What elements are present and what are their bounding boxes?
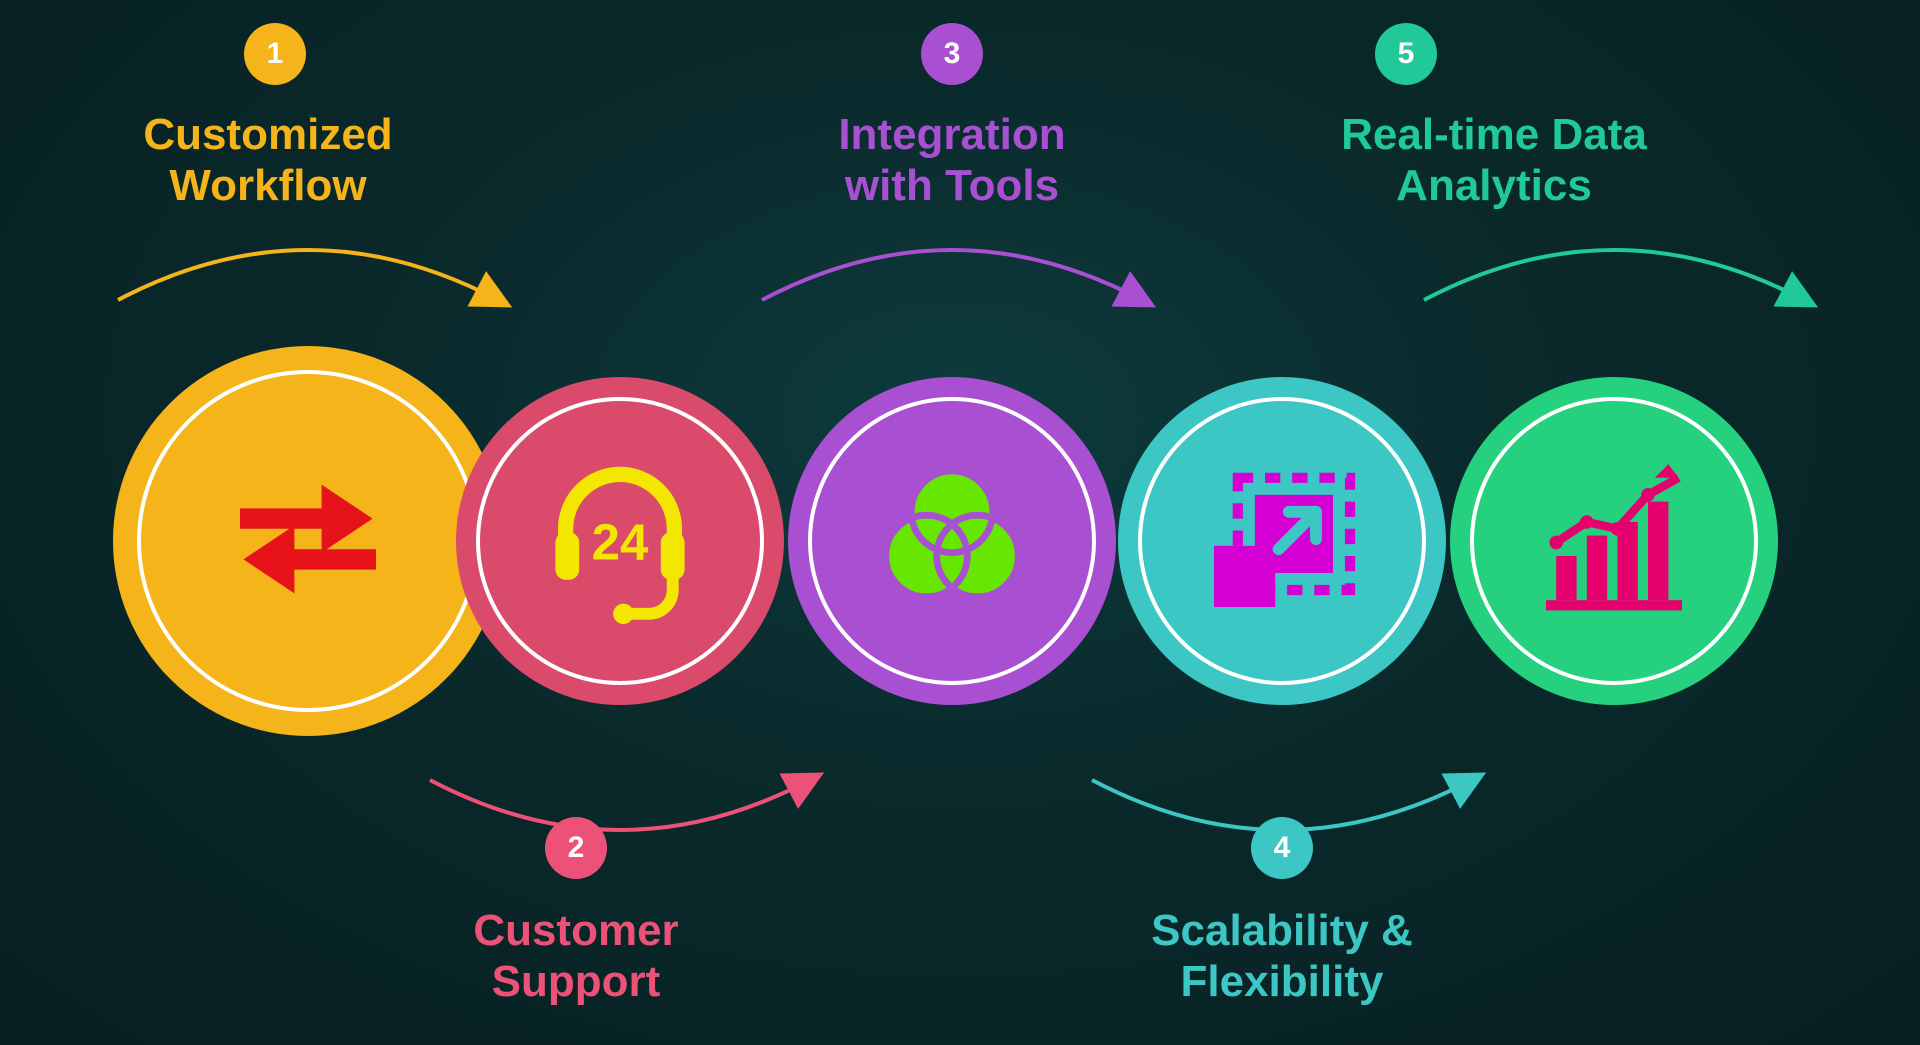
step-circle-3 xyxy=(788,377,1116,705)
step-badge-number: 2 xyxy=(568,831,585,865)
step-title-1: Customized Workflow xyxy=(58,110,478,211)
connector-arrow-5 xyxy=(1424,250,1804,300)
step-badge-1: 1 xyxy=(244,23,306,85)
step-title-3: Integration with Tools xyxy=(742,110,1162,211)
step-inner-ring-4 xyxy=(1138,397,1426,685)
step-badge-number: 4 xyxy=(1274,831,1291,865)
step-title-5: Real-time Data Analytics xyxy=(1234,110,1754,211)
step-inner-ring-5 xyxy=(1470,397,1758,685)
step-circle-2: 24 xyxy=(456,377,784,705)
step-badge-number: 5 xyxy=(1398,37,1415,71)
connector-arrow-3 xyxy=(762,250,1142,300)
step-inner-ring-1 xyxy=(137,370,479,712)
infographic-stage: 1 Customized Workflow 24 2 Customer Suppor… xyxy=(0,0,1920,1045)
step-badge-3: 3 xyxy=(921,23,983,85)
step-circle-4 xyxy=(1118,377,1446,705)
step-inner-ring-3 xyxy=(808,397,1096,685)
step-circle-1 xyxy=(113,346,503,736)
step-badge-number: 3 xyxy=(944,37,961,71)
step-circle-5 xyxy=(1450,377,1778,705)
connector-arrow-1 xyxy=(118,250,498,300)
step-badge-5: 5 xyxy=(1375,23,1437,85)
step-badge-number: 1 xyxy=(267,37,284,71)
step-inner-ring-2 xyxy=(476,397,764,685)
step-title-4: Scalability & Flexibility xyxy=(1072,906,1492,1007)
connector-arrow-2 xyxy=(430,780,810,830)
step-badge-2: 2 xyxy=(545,817,607,879)
step-badge-4: 4 xyxy=(1251,817,1313,879)
step-title-2: Customer Support xyxy=(366,906,786,1007)
